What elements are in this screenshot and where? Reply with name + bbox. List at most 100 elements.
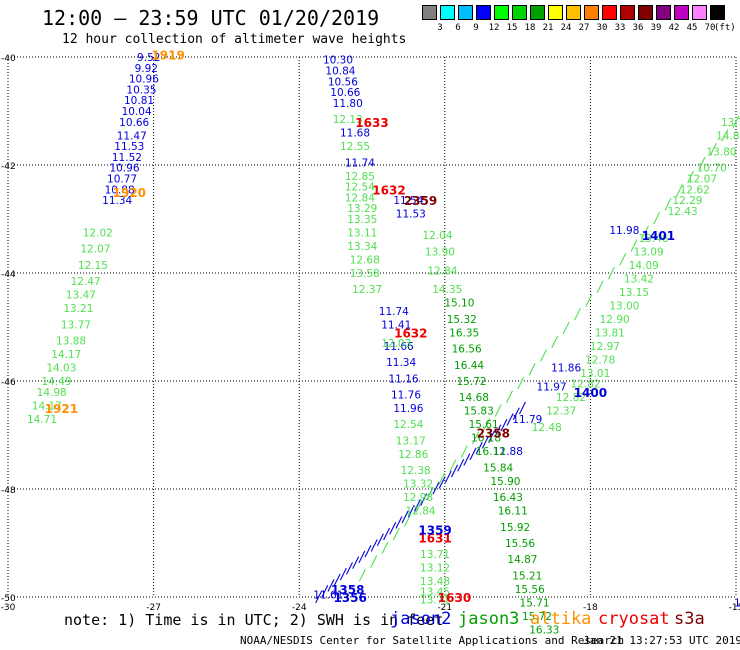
- legend-jason2: jason2: [390, 609, 452, 629]
- color-swatch: [494, 5, 509, 20]
- color-swatch: [548, 5, 563, 20]
- wave-height-label: 14.87: [507, 554, 537, 566]
- pass-time-label: 1401: [642, 229, 675, 243]
- track-mark: [653, 211, 661, 225]
- wave-height-label: 11.53: [396, 209, 426, 221]
- track-mark: [472, 431, 480, 445]
- wave-height-label: 11.41: [381, 319, 411, 331]
- track-mark: [721, 129, 729, 142]
- track-mark: [339, 567, 347, 581]
- wave-height-label: 13.58: [350, 268, 380, 280]
- track-mark: [404, 514, 412, 527]
- pass-time-label: 1630: [438, 591, 471, 605]
- track-mark: [469, 447, 477, 461]
- wave-height-label: 13.09: [634, 246, 664, 258]
- legend-jason3: jason3: [458, 609, 520, 629]
- wave-height-label: 10.04: [122, 106, 152, 118]
- color-scale-label: 3: [437, 23, 443, 33]
- pass-time-label: 1359: [418, 524, 451, 538]
- track-mark: [463, 453, 471, 466]
- color-swatch: [512, 5, 527, 20]
- color-swatch: [656, 5, 671, 20]
- track-mark: [426, 486, 434, 500]
- track-mark: [539, 349, 547, 362]
- x-tick-label: -27: [146, 603, 161, 613]
- wave-height-label: 16.12: [476, 446, 506, 458]
- track-mark: [389, 522, 397, 535]
- pass-time-label: 1632: [394, 326, 427, 340]
- color-scale-label: 70: [704, 23, 716, 33]
- track-mark: [321, 585, 329, 598]
- x-tick-label: -15: [729, 603, 740, 613]
- wave-height-label: 12.84: [406, 506, 436, 518]
- track-mark: [641, 225, 649, 239]
- wave-height-label: 12.54: [393, 419, 423, 431]
- pass-time-label: 1632: [372, 183, 405, 197]
- track-mark: [395, 516, 403, 529]
- track-mark: [573, 307, 581, 321]
- track-mark: [438, 472, 446, 486]
- wave-height-label: 10.30: [323, 55, 353, 67]
- wave-height-label: 10.96: [109, 163, 139, 175]
- wave-height-label: 13.80: [706, 147, 736, 159]
- color-scale-label: 12: [488, 23, 500, 33]
- wave-height-label: 12.03: [381, 338, 411, 350]
- wave-height-label: 11.74: [345, 157, 375, 169]
- wave-height-label: 13.81: [595, 327, 625, 339]
- wave-height-label: 11.66: [384, 341, 414, 353]
- wave-height-label: 11.34: [386, 357, 416, 369]
- color-scale-label: 24: [560, 23, 572, 33]
- color-swatch: [620, 5, 635, 20]
- wave-height-label: 12.43: [668, 206, 698, 218]
- wave-height-label: 13.88: [56, 336, 86, 348]
- wave-height-label: 11.88: [493, 446, 523, 458]
- wave-height-label: 11.74: [379, 306, 409, 318]
- wave-height-label: 13.35: [347, 214, 377, 226]
- wave-height-label: 11.79: [512, 414, 542, 426]
- track-mark: [500, 418, 508, 432]
- pass-time-label: 1358: [331, 583, 364, 597]
- wave-height-label: 11.9: [734, 597, 740, 609]
- track-mark: [346, 562, 353, 575]
- wave-height-label: 11.61: [313, 589, 343, 601]
- wave-height-label: 14.71: [27, 414, 57, 426]
- track-mark: [562, 321, 570, 335]
- track-mark: [451, 464, 458, 478]
- wave-height-label: 11.34: [102, 195, 132, 207]
- wave-height-label: 16.35: [449, 327, 479, 339]
- wave-height-label: 14.17: [51, 349, 81, 361]
- track-mark: [528, 362, 536, 376]
- pass-time-label: 1633: [355, 116, 388, 130]
- wave-height-label: 13.48: [420, 576, 450, 588]
- wave-height-label: 16.56: [452, 344, 482, 356]
- wave-height-label: 12.48: [532, 422, 562, 434]
- color-scale-label: 27: [578, 23, 590, 33]
- map-subtitle: 12 hour collection of altimeter wave hei…: [62, 32, 407, 47]
- track-mark: [481, 436, 489, 449]
- wave-height-label: 13.17: [396, 435, 426, 447]
- wave-height-label: 13.29: [347, 203, 377, 215]
- color-scale-label: 36: [632, 23, 644, 33]
- color-swatch: [584, 5, 599, 20]
- track-mark: [444, 470, 452, 483]
- wave-height-label: 14.09: [629, 260, 659, 272]
- wave-height-label: 11.86: [551, 363, 581, 375]
- wave-height-label: 14.49: [42, 376, 72, 388]
- wave-height-label: 15.61: [469, 419, 499, 431]
- color-scale-label: 33: [614, 23, 626, 33]
- wave-height-label: 14.83: [716, 130, 740, 142]
- pass-time-label: 1400: [574, 386, 607, 400]
- color-scale-label: 30: [596, 23, 608, 33]
- generated-timestamp: Jan 21 13:27:53 UTC 2019: [583, 634, 740, 647]
- wave-height-label: 13.46: [638, 233, 668, 245]
- wave-height-label: 12.90: [600, 314, 630, 326]
- wave-height-label: 15.71: [520, 597, 550, 609]
- wave-height-label: 12.37: [352, 284, 382, 296]
- wave-height-label: 11.76: [391, 390, 421, 402]
- x-tick-label: -24: [292, 603, 307, 613]
- color-swatch: [638, 5, 653, 20]
- wave-height-label: 10.35: [126, 84, 156, 96]
- wave-height-label: 15.10: [444, 298, 474, 310]
- wave-height-label: 12.84: [427, 265, 457, 277]
